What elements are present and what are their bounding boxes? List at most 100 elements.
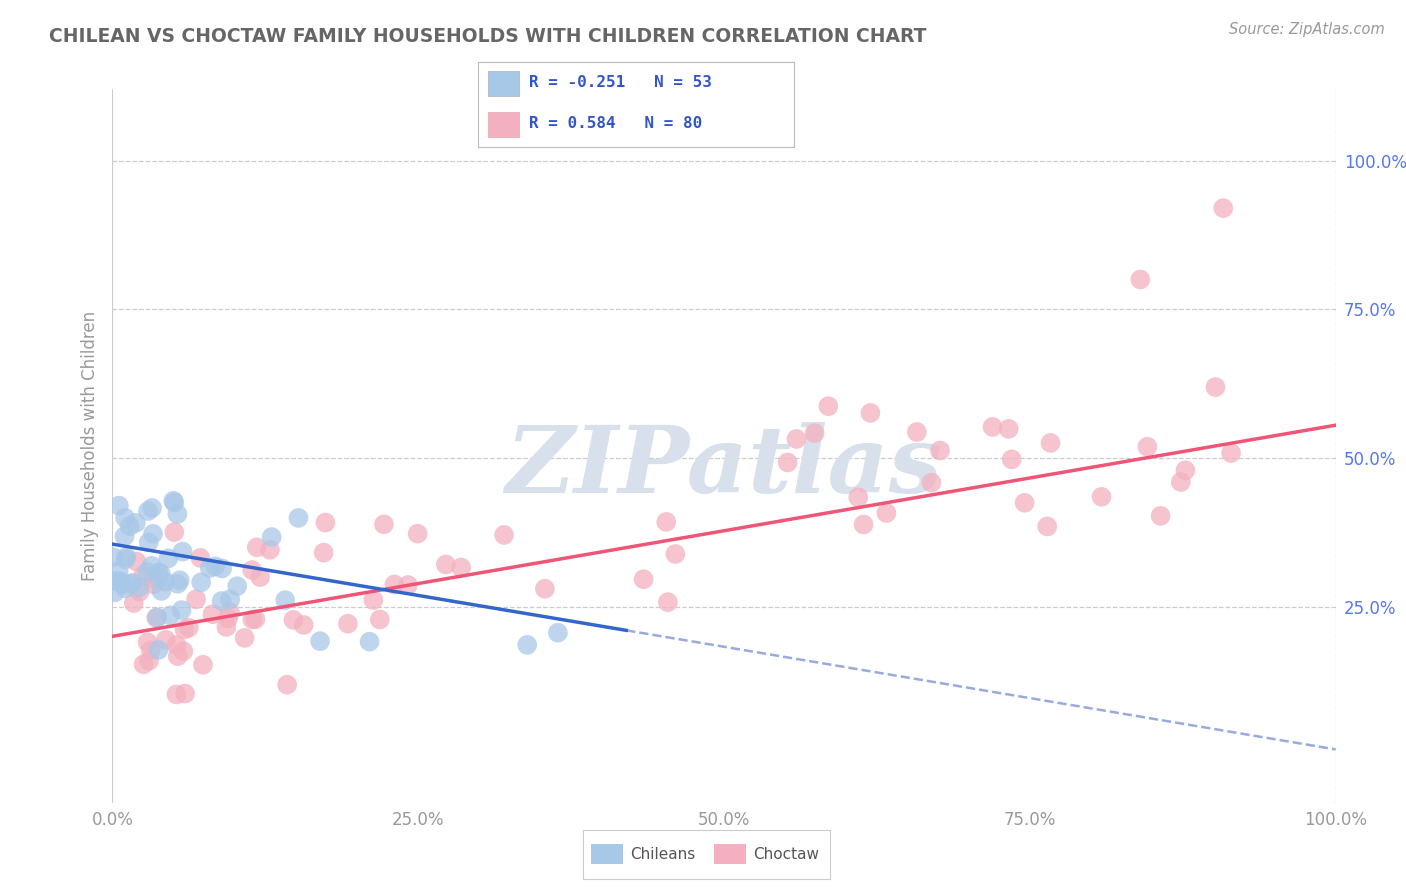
Point <box>219 592 242 607</box>
Point <box>240 563 263 577</box>
Point <box>287 511 309 525</box>
Text: CHILEAN VS CHOCTAW FAMILY HOUSEHOLDS WITH CHILDREN CORRELATION CHART: CHILEAN VS CHOCTAW FAMILY HOUSEHOLDS WIT… <box>49 27 927 45</box>
Point <box>108 574 131 589</box>
Point <box>145 611 167 625</box>
Point <box>215 620 238 634</box>
Point <box>132 657 155 672</box>
Point <box>165 688 187 702</box>
Point <box>1001 452 1024 467</box>
Text: Source: ZipAtlas.com: Source: ZipAtlas.com <box>1229 22 1385 37</box>
Point <box>219 605 242 619</box>
Point <box>163 525 186 540</box>
Point <box>274 593 297 607</box>
Point <box>166 649 188 664</box>
Point <box>104 585 127 599</box>
Point <box>1129 272 1152 286</box>
Point <box>114 511 136 525</box>
Point <box>516 638 538 652</box>
Text: R = 0.584   N = 80: R = 0.584 N = 80 <box>529 116 702 131</box>
Point <box>633 572 655 586</box>
Point <box>259 542 281 557</box>
Point <box>776 455 799 469</box>
Point <box>190 575 212 590</box>
Point <box>111 576 134 591</box>
Y-axis label: Family Households with Children: Family Households with Children <box>80 311 98 581</box>
Point <box>846 490 869 504</box>
Point <box>921 475 943 490</box>
Point <box>101 550 124 565</box>
Point <box>655 515 678 529</box>
Point <box>125 516 148 530</box>
Point <box>260 530 283 544</box>
Point <box>246 541 269 555</box>
Point <box>107 564 129 578</box>
Point <box>1136 440 1159 454</box>
Point <box>204 559 226 574</box>
Point <box>159 608 181 623</box>
Point <box>1036 519 1059 533</box>
Point <box>309 634 332 648</box>
Point <box>118 519 141 533</box>
Point <box>128 581 150 595</box>
Bar <box>714 844 747 863</box>
Bar <box>488 71 519 96</box>
Point <box>494 528 516 542</box>
Point <box>142 526 165 541</box>
Point <box>115 549 138 564</box>
Text: Chileans: Chileans <box>630 847 696 862</box>
Point <box>240 612 263 626</box>
Text: R = -0.251   N = 53: R = -0.251 N = 53 <box>529 75 711 90</box>
Point <box>142 572 165 586</box>
Point <box>162 493 184 508</box>
Point <box>148 571 170 585</box>
Point <box>406 526 429 541</box>
Point <box>108 499 131 513</box>
Point <box>155 632 177 647</box>
Point <box>276 678 298 692</box>
Point <box>198 561 221 575</box>
Point <box>434 558 457 572</box>
Point <box>211 561 233 575</box>
Point <box>121 575 143 590</box>
Point <box>141 558 163 573</box>
Point <box>166 577 188 591</box>
Point <box>170 603 193 617</box>
Text: ZIPatlas: ZIPatlas <box>506 423 942 512</box>
Point <box>114 582 136 596</box>
Point <box>184 592 207 607</box>
Point <box>149 566 172 581</box>
Point <box>852 517 875 532</box>
Point <box>1149 508 1171 523</box>
Point <box>859 406 882 420</box>
Point <box>174 687 197 701</box>
Point <box>1220 446 1243 460</box>
Text: Choctaw: Choctaw <box>754 847 820 862</box>
Point <box>155 574 177 589</box>
Point <box>785 432 807 446</box>
Point <box>283 613 305 627</box>
Point <box>141 500 163 515</box>
Point <box>817 399 839 413</box>
Point <box>136 635 159 649</box>
Point <box>929 443 952 458</box>
Point <box>136 504 159 518</box>
Point <box>125 555 148 569</box>
Point <box>245 612 267 626</box>
Point <box>148 643 170 657</box>
Point <box>172 544 194 558</box>
Point <box>997 422 1019 436</box>
Point <box>314 516 336 530</box>
Point <box>981 420 1004 434</box>
Point <box>191 657 214 672</box>
Point <box>363 593 385 607</box>
Point <box>226 579 249 593</box>
Point <box>1170 475 1192 489</box>
Bar <box>591 844 623 863</box>
Point <box>373 517 395 532</box>
Point <box>384 577 406 591</box>
Point <box>803 426 825 441</box>
Point <box>138 535 160 549</box>
Point <box>396 578 419 592</box>
Point <box>1205 380 1227 394</box>
Point <box>118 577 141 591</box>
